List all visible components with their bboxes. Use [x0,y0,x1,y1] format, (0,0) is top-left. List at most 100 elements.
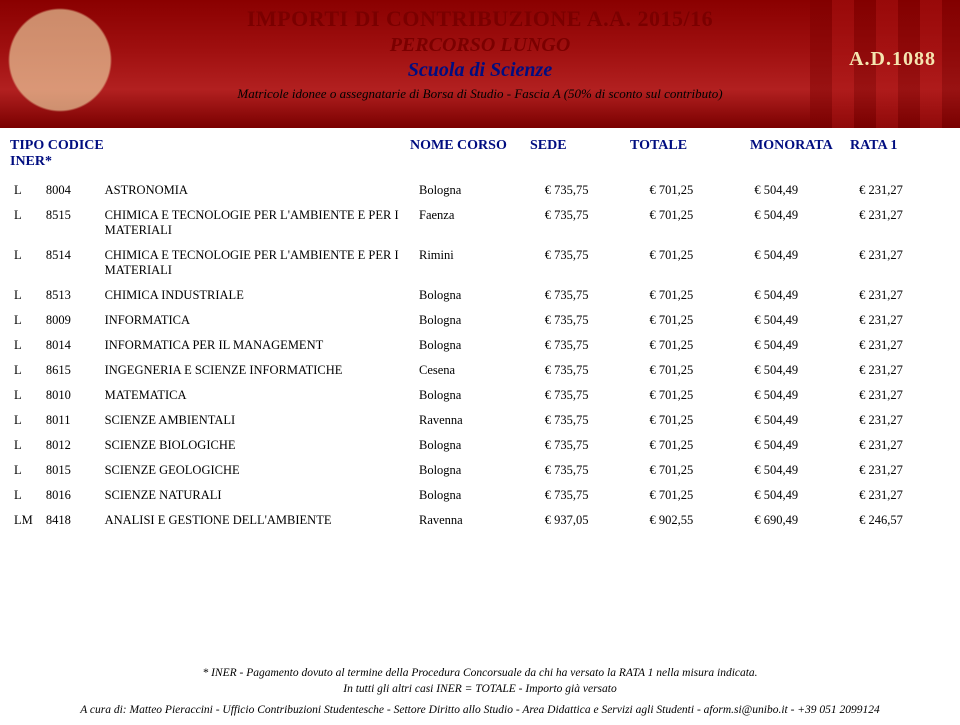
cell-rata1: € 504,49 [750,433,855,458]
cell-tipo: L [0,178,42,203]
cell-iner: € 231,27 [855,458,960,483]
banner-titles: IMPORTI DI CONTRIBUZIONE A.A. 2015/16 PE… [0,6,960,102]
cell-rata1: € 504,49 [750,383,855,408]
table-row: L8004ASTRONOMIABologna€ 735,75€ 701,25€ … [0,178,960,203]
cell-sede: Bologna [415,383,541,408]
cell-codice: 8615 [42,358,101,383]
cell-codice: 8514 [42,243,101,283]
cell-codice: 8011 [42,408,101,433]
cell-monorata: € 701,25 [646,483,751,508]
cell-totale: € 735,75 [541,308,646,333]
cell-rata1: € 504,49 [750,408,855,433]
cell-nome: ASTRONOMIA [101,178,415,203]
cell-tipo: L [0,458,42,483]
cell-rata1: € 690,49 [750,508,855,533]
cell-tipo: L [0,383,42,408]
cell-tipo: L [0,308,42,333]
cell-tipo: L [0,358,42,383]
cell-monorata: € 701,25 [646,178,751,203]
cell-monorata: € 701,25 [646,408,751,433]
col-nome: NOME CORSO [410,138,530,154]
cell-rata1: € 504,49 [750,178,855,203]
cell-monorata: € 701,25 [646,358,751,383]
cell-nome: SCIENZE GEOLOGICHE [101,458,415,483]
cell-monorata: € 701,25 [646,308,751,333]
cell-sede: Faenza [415,203,541,243]
cell-codice: 8012 [42,433,101,458]
cell-totale: € 735,75 [541,243,646,283]
table-row: L8513CHIMICA INDUSTRIALEBologna€ 735,75€… [0,283,960,308]
cell-codice: 8009 [42,308,101,333]
cell-monorata: € 701,25 [646,433,751,458]
cell-totale: € 735,75 [541,383,646,408]
cell-codice: 8014 [42,333,101,358]
cell-codice: 8515 [42,203,101,243]
cell-codice: 8015 [42,458,101,483]
cell-totale: € 937,05 [541,508,646,533]
cell-iner: € 231,27 [855,433,960,458]
cell-iner: € 231,27 [855,333,960,358]
cell-nome: CHIMICA INDUSTRIALE [101,283,415,308]
cell-totale: € 735,75 [541,458,646,483]
cell-tipo: L [0,203,42,243]
table-row: L8515CHIMICA E TECNOLOGIE PER L'AMBIENTE… [0,203,960,243]
cell-tipo: L [0,243,42,283]
cell-monorata: € 701,25 [646,243,751,283]
cell-nome: CHIMICA E TECNOLOGIE PER L'AMBIENTE E PE… [101,203,415,243]
cell-rata1: € 504,49 [750,203,855,243]
cell-monorata: € 701,25 [646,203,751,243]
cell-sede: Bologna [415,333,541,358]
title-subtitle: Matricole idonee o assegnatarie di Borsa… [0,86,960,102]
cell-nome: INFORMATICA PER IL MANAGEMENT [101,333,415,358]
cell-iner: € 231,27 [855,308,960,333]
cell-iner: € 246,57 [855,508,960,533]
cell-nome: SCIENZE NATURALI [101,483,415,508]
title-percorso: PERCORSO LUNGO [0,34,960,57]
cell-sede: Bologna [415,283,541,308]
footer-note-2: In tutti gli altri casi INER = TOTALE - … [12,682,948,698]
cell-tipo: L [0,333,42,358]
cell-iner: € 231,27 [855,243,960,283]
table-row: L8015SCIENZE GEOLOGICHEBologna€ 735,75 € … [0,458,960,483]
cell-nome: MATEMATICA [101,383,415,408]
cell-monorata: € 701,25 [646,333,751,358]
cell-totale: € 735,75 [541,203,646,243]
cell-nome: CHIMICA E TECNOLOGIE PER L'AMBIENTE E PE… [101,243,415,283]
cell-iner: € 231,27 [855,203,960,243]
cell-totale: € 735,75 [541,358,646,383]
cell-rata1: € 504,49 [750,283,855,308]
cell-rata1: € 504,49 [750,243,855,283]
cell-rata1: € 504,49 [750,483,855,508]
table-row: L8514CHIMICA E TECNOLOGIE PER L'AMBIENTE… [0,243,960,283]
courses-table: L8004ASTRONOMIABologna€ 735,75€ 701,25€ … [0,178,960,533]
col-sede: SEDE [530,138,630,154]
col-iner: INER* [10,154,60,170]
table-row: L8014INFORMATICA PER IL MANAGEMENTBologn… [0,333,960,358]
footer: * INER - Pagamento dovuto al termine del… [0,666,960,719]
cell-rata1: € 504,49 [750,333,855,358]
cell-sede: Bologna [415,178,541,203]
cell-monorata: € 701,25 [646,283,751,308]
cell-tipo: L [0,408,42,433]
cell-totale: € 735,75 [541,178,646,203]
cell-nome: SCIENZE AMBIENTALI [101,408,415,433]
cell-codice: 8418 [42,508,101,533]
cell-totale: € 735,75 [541,333,646,358]
cell-sede: Cesena [415,358,541,383]
cell-nome: ANALISI E GESTIONE DELL'AMBIENTE [101,508,415,533]
cell-tipo: L [0,283,42,308]
table-row: LM8418ANALISI E GESTIONE DELL'AMBIENTERa… [0,508,960,533]
header-banner: IMPORTI DI CONTRIBUZIONE A.A. 2015/16 PE… [0,0,960,128]
cell-codice: 8016 [42,483,101,508]
col-monorata: MONORATA [750,138,850,154]
cell-tipo: L [0,483,42,508]
column-headers: TIPO CODICE NOME CORSO SEDE TOTALE MONOR… [0,128,960,178]
cell-sede: Ravenna [415,408,541,433]
cell-sede: Bologna [415,433,541,458]
table-row: L8010MATEMATICABologna€ 735,75€ 701,25€ … [0,383,960,408]
cell-totale: € 735,75 [541,433,646,458]
cell-iner: € 231,27 [855,283,960,308]
cell-sede: Bologna [415,308,541,333]
cell-sede: Bologna [415,458,541,483]
cell-sede: Rimini [415,243,541,283]
